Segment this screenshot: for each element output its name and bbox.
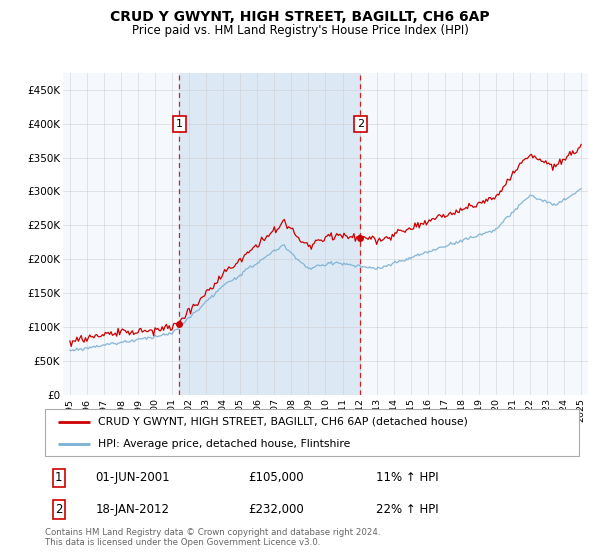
Text: £105,000: £105,000 [248,472,304,484]
Bar [179,73,361,395]
Text: £232,000: £232,000 [248,503,304,516]
Text: 01-JUN-2001: 01-JUN-2001 [96,472,170,484]
Text: CRUD Y GWYNT, HIGH STREET, BAGILLT, CH6 6AP: CRUD Y GWYNT, HIGH STREET, BAGILLT, CH6 … [110,10,490,24]
Text: 22% ↑ HPI: 22% ↑ HPI [376,503,439,516]
Text: 1: 1 [55,472,62,484]
Text: 18-JAN-2012: 18-JAN-2012 [96,503,170,516]
Text: 11% ↑ HPI: 11% ↑ HPI [376,472,439,484]
Text: 2: 2 [55,503,62,516]
Text: 1: 1 [176,119,183,129]
Text: Price paid vs. HM Land Registry's House Price Index (HPI): Price paid vs. HM Land Registry's House … [131,24,469,36]
Text: 2: 2 [357,119,364,129]
Text: HPI: Average price, detached house, Flintshire: HPI: Average price, detached house, Flin… [98,438,351,449]
Text: CRUD Y GWYNT, HIGH STREET, BAGILLT, CH6 6AP (detached house): CRUD Y GWYNT, HIGH STREET, BAGILLT, CH6 … [98,417,468,427]
FancyBboxPatch shape [45,409,579,456]
Text: Contains HM Land Registry data © Crown copyright and database right 2024.
This d: Contains HM Land Registry data © Crown c… [45,528,380,548]
